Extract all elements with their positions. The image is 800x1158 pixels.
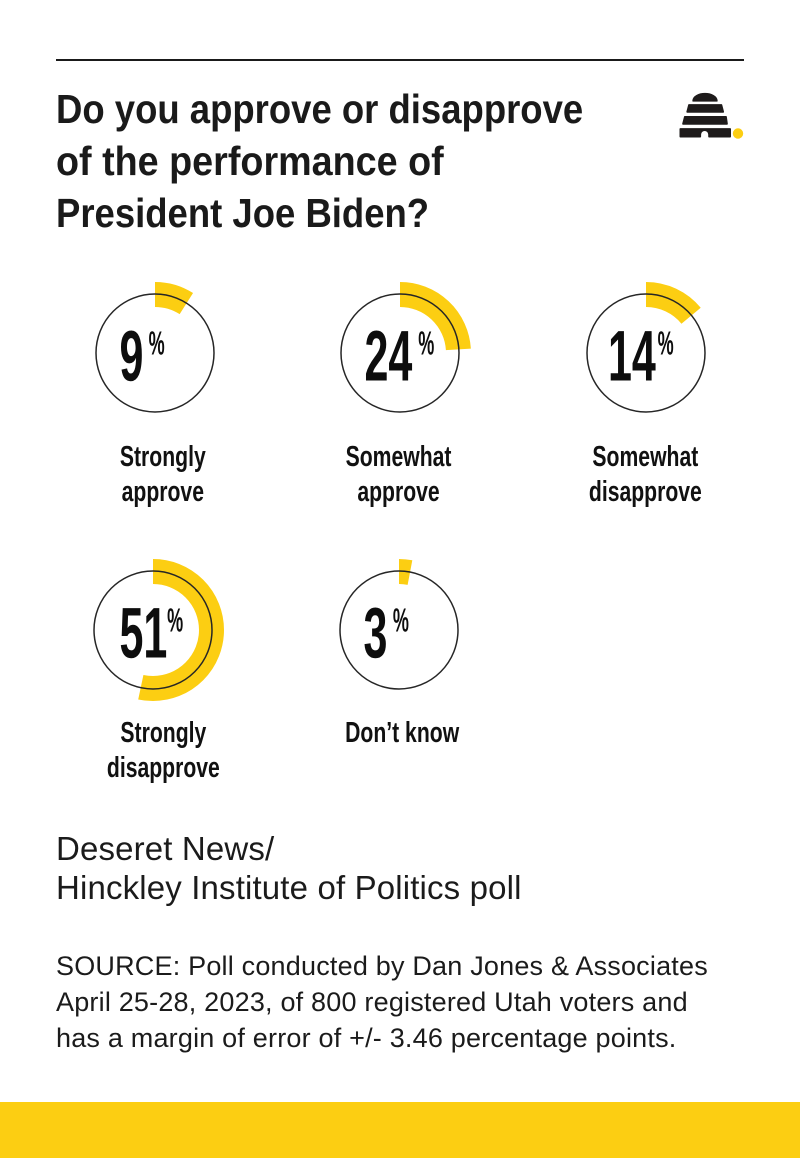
svg-text:24: 24 [364, 316, 412, 396]
svg-text:%: % [657, 325, 673, 362]
svg-text:%: % [167, 602, 183, 639]
svg-text:14: 14 [608, 316, 656, 396]
svg-text:%: % [148, 325, 164, 362]
svg-text:9: 9 [119, 316, 143, 396]
svg-text:51: 51 [120, 593, 168, 673]
svg-text:%: % [393, 602, 409, 639]
svg-text:3: 3 [364, 593, 388, 673]
svg-text:%: % [418, 325, 434, 362]
